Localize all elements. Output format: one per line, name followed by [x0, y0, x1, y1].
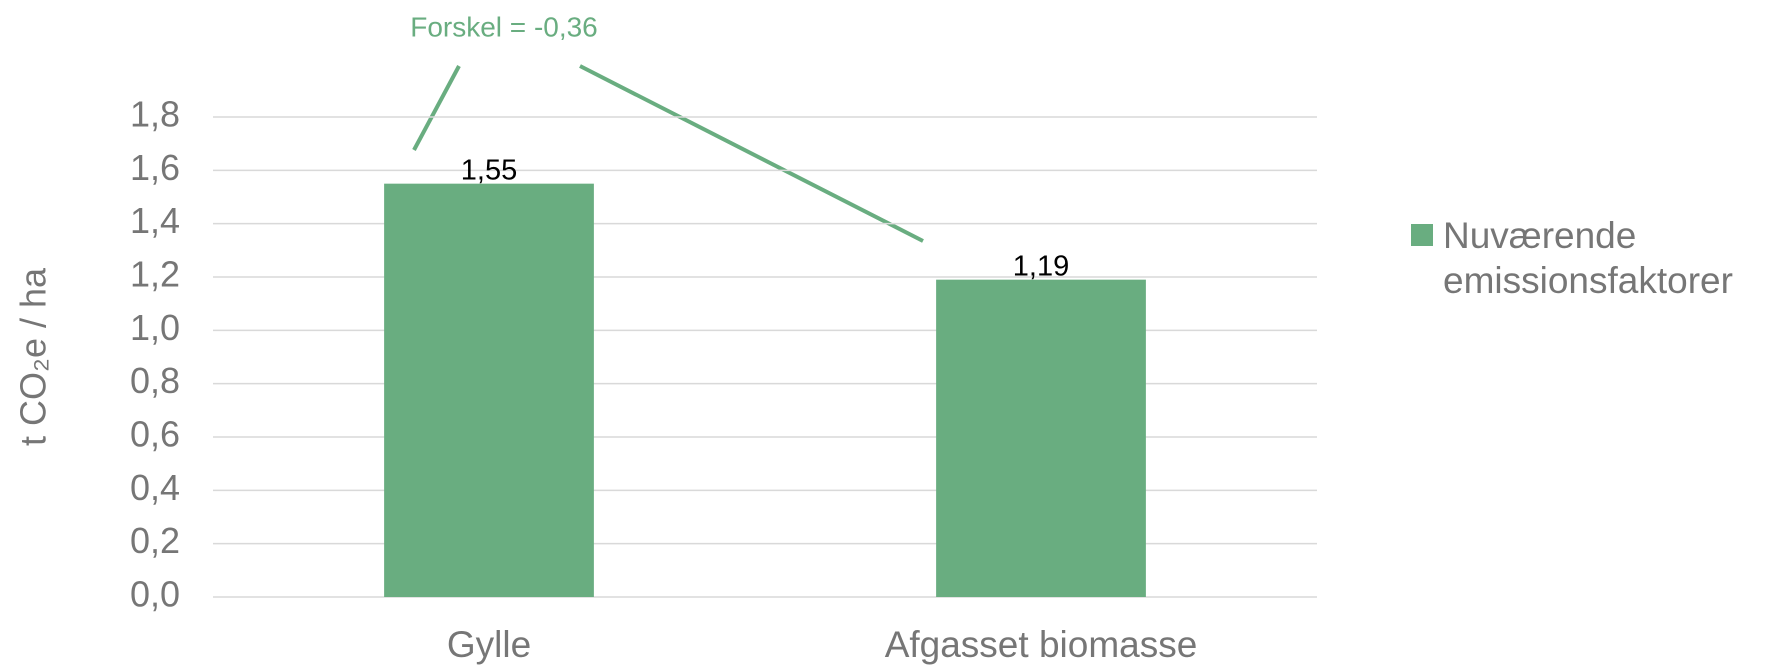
y-tick-label: 1,6 — [130, 147, 180, 188]
legend-swatch — [1411, 224, 1433, 246]
legend-label: Nuværende emissionsfaktorer — [1443, 215, 1733, 301]
bar — [936, 279, 1146, 597]
x-tick-label: Gylle — [447, 624, 531, 665]
legend-entry: Nuværende emissionsfaktorer — [1443, 215, 1733, 301]
leader-line — [579, 64, 924, 243]
bar — [384, 183, 594, 597]
leader-line — [412, 65, 461, 151]
y-tick-label: 1,0 — [130, 307, 180, 348]
y-tick-label: 1,8 — [130, 94, 180, 135]
annotation: Forskel = -0,36 — [410, 11, 598, 42]
y-tick-label: 0,2 — [130, 520, 180, 561]
y-axis-title: t CO₂e / ha — [13, 267, 54, 446]
value-label: 1,19 — [1013, 250, 1069, 282]
y-tick-label: 0,4 — [130, 467, 180, 508]
y-tick-label: 1,2 — [130, 254, 180, 295]
y-tick-label: 0,0 — [130, 574, 180, 615]
value-label: 1,55 — [461, 154, 517, 186]
x-tick-label: Afgasset biomasse — [885, 624, 1198, 665]
y-tick-label: 0,8 — [130, 360, 180, 401]
y-tick-label: 0,6 — [130, 414, 180, 455]
y-tick-label: 1,4 — [130, 200, 180, 241]
